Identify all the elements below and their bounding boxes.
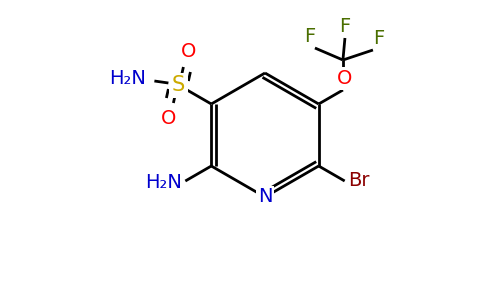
Text: N: N [258,188,272,206]
Text: F: F [373,29,384,48]
Text: F: F [339,17,350,36]
Text: O: O [161,109,176,128]
Text: H₂N: H₂N [146,173,182,193]
Text: O: O [337,69,353,88]
Text: S: S [172,75,185,95]
Text: H₂N: H₂N [109,68,146,88]
Text: Br: Br [348,172,369,190]
Text: F: F [303,27,315,46]
Text: O: O [181,42,196,61]
